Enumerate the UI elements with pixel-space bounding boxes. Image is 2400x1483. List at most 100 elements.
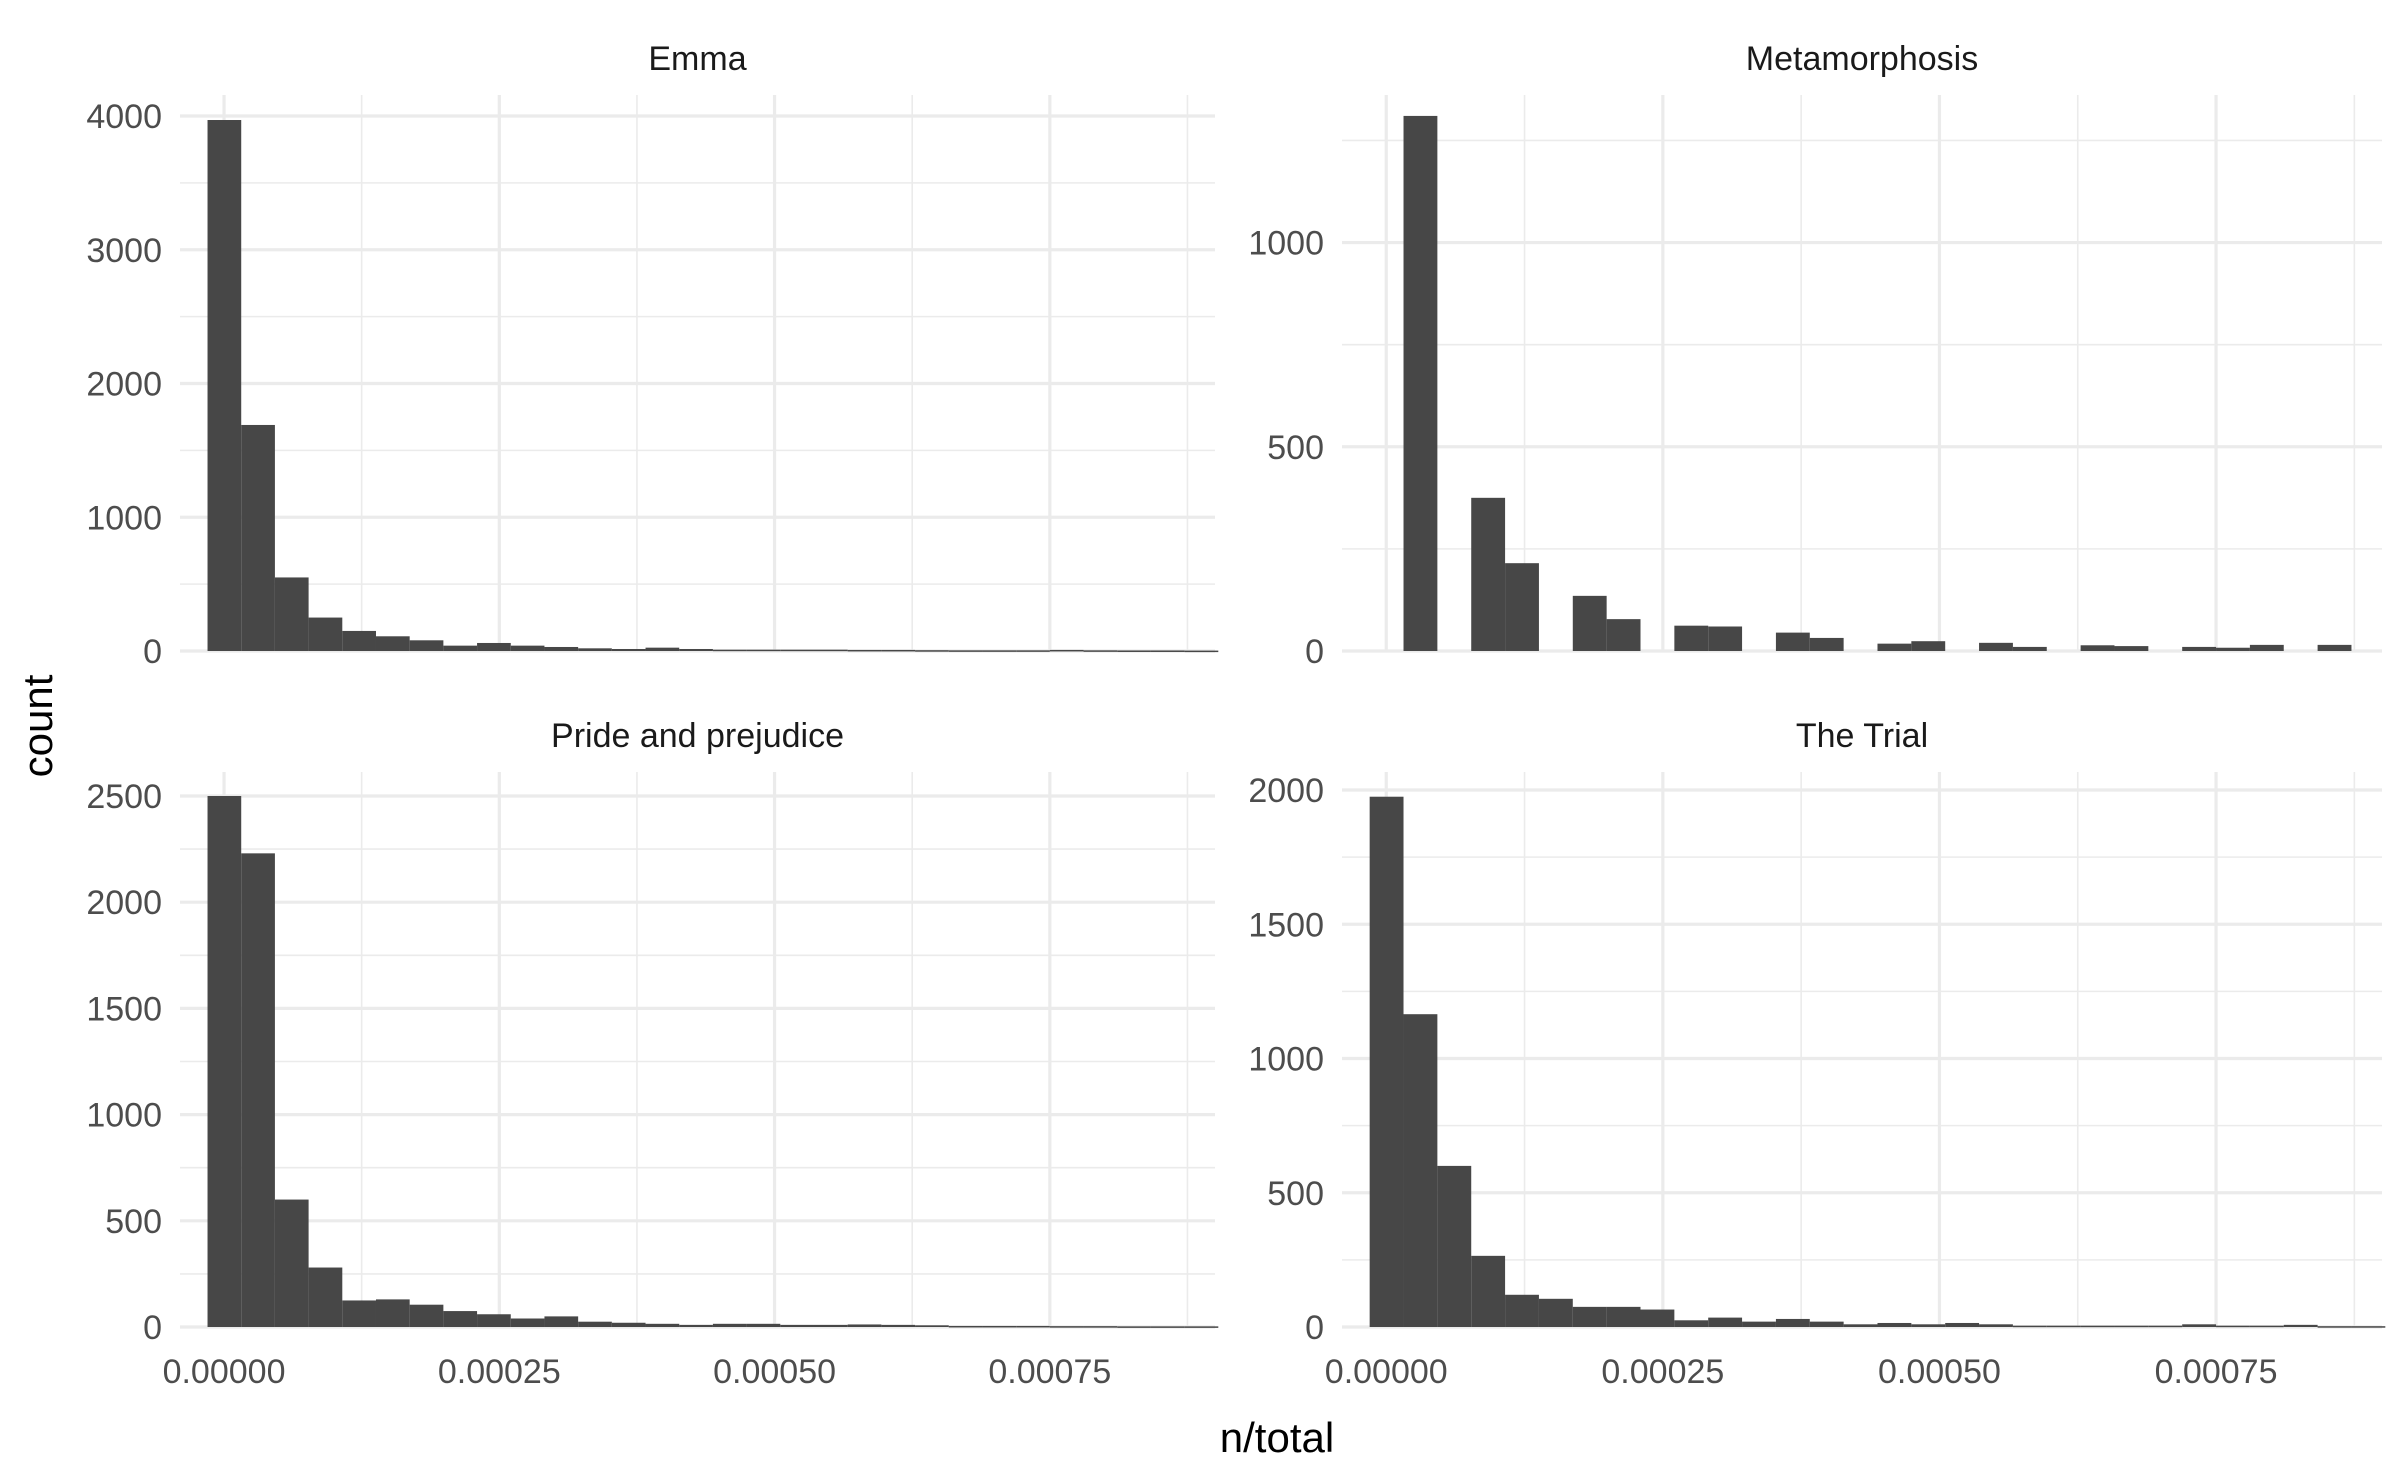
y-tick-label: 1500 [86, 990, 162, 1028]
histogram-bar [274, 1199, 309, 1327]
histogram-bar [1809, 1321, 1844, 1327]
histogram-bar [544, 646, 579, 651]
y-tick-label: 2000 [86, 366, 162, 404]
histogram-bar [847, 649, 882, 652]
histogram-bar [679, 648, 713, 651]
histogram-bar [1945, 1322, 1980, 1327]
histogram-bar [207, 120, 242, 651]
histogram-bar [611, 648, 646, 651]
histogram-bar [308, 1267, 343, 1327]
histogram-bar [780, 649, 814, 652]
histogram-bar [1911, 1324, 1946, 1327]
y-tick-label: 1000 [1248, 1041, 1324, 1079]
x-tick-label: 0.00075 [988, 1353, 1111, 1391]
histogram-bar [1640, 1309, 1675, 1327]
histogram-bar [645, 1323, 680, 1327]
histogram-bar [1049, 1326, 1084, 1328]
histogram-bar [443, 1311, 478, 1327]
histogram-bar [1572, 1306, 1607, 1327]
x-tick-label: 0.00025 [438, 1353, 561, 1391]
histogram-bar [1403, 115, 1438, 651]
histogram-bar [1708, 626, 1743, 651]
histogram-bar [915, 650, 949, 652]
histogram-bar [2182, 1324, 2217, 1327]
histogram-bar [2012, 1325, 2047, 1328]
y-tick-label: 1000 [1248, 225, 1324, 263]
y-tick-label: 2500 [86, 778, 162, 816]
y-tick-label: 0 [143, 1309, 162, 1347]
histogram-bar [1674, 1320, 1709, 1327]
y-axis-title: count [14, 674, 61, 777]
panels: 0 1000 2000 3000 4000 Emma 0 500 1000 Metamorphos… [86, 40, 2386, 1391]
histogram-bar [2148, 1325, 2183, 1328]
histogram-bar [2317, 1326, 2352, 1328]
y-tick-label: 2000 [1248, 772, 1324, 810]
histogram-bar [813, 1324, 848, 1327]
histogram-bar [1184, 1326, 1219, 1328]
histogram-bar [1606, 1306, 1641, 1327]
histogram-bar [746, 1323, 781, 1327]
histogram-bar [746, 649, 781, 652]
histogram-bar [1775, 1318, 1810, 1327]
panel-metamorphosis: 0 500 1000 Metamorphosis [1248, 40, 2382, 671]
histogram-bar [1369, 796, 1404, 1327]
histogram-bar [1979, 642, 2013, 651]
histogram-bar [2249, 644, 2284, 651]
x-tick-label: 0.00075 [2155, 1353, 2278, 1391]
histogram-bar [881, 1324, 916, 1327]
y-tick-label: 0 [1305, 633, 1324, 671]
histogram-bar [1809, 637, 1844, 651]
histogram-bar [1606, 619, 1641, 651]
histogram-bar [1083, 650, 1118, 652]
histogram-bar [1117, 650, 1151, 652]
histogram-bar [2351, 1326, 2386, 1328]
x-tick-label: 0.00050 [713, 1353, 836, 1391]
histogram-bar [1437, 1165, 1472, 1327]
histogram-bar [409, 640, 444, 651]
histogram-bar [1016, 650, 1050, 652]
y-tick-label: 3000 [86, 232, 162, 270]
histogram-bar [712, 649, 747, 652]
histogram-bar [1150, 1326, 1185, 1328]
histogram-bar [881, 649, 916, 652]
histogram-bar [1877, 643, 1912, 651]
histogram-bar [1674, 625, 1709, 651]
y-tick-label: 2000 [86, 884, 162, 922]
histogram-bar [915, 1325, 949, 1327]
histogram-bar [375, 1299, 410, 1327]
histogram-bar [2216, 1325, 2250, 1328]
x-axis-title: n/total [1220, 1414, 1334, 1461]
histogram-bar [1708, 1317, 1743, 1327]
histogram-bar [1572, 595, 1607, 651]
histogram-bar [1538, 1298, 1573, 1327]
histogram-bar [2216, 647, 2250, 651]
histogram-bar [1775, 632, 1810, 651]
histogram-bar [1117, 1326, 1151, 1328]
panel-title: The Trial [1796, 717, 1928, 755]
y-tick-label: 500 [1267, 1175, 1324, 1213]
histogram-bar [982, 650, 1017, 652]
histogram-bar [2283, 1324, 2318, 1327]
x-tick-label: 0.00050 [1878, 1353, 2001, 1391]
histogram-bar [712, 1323, 747, 1327]
x-tick-label: 0.00000 [1325, 1353, 1448, 1391]
panel-pride-and-prejudice: 0 500 1000 1500 2000 2500 0.00000 0.00025 0.0005… [86, 717, 1219, 1391]
histogram-bar [241, 853, 275, 1327]
histogram-bar [342, 630, 376, 651]
histogram-bar [813, 649, 848, 652]
histogram-bar [1403, 1014, 1438, 1327]
histogram-bar [847, 1324, 882, 1327]
histogram-bar [679, 1324, 713, 1327]
histogram-bar [1505, 1294, 1539, 1327]
y-tick-label: 1000 [86, 499, 162, 537]
histogram-bar [342, 1300, 376, 1327]
panel-title: Pride and prejudice [551, 717, 844, 755]
histogram-bar [780, 1324, 814, 1327]
histogram-bar [1049, 649, 1084, 652]
histogram-bar [1471, 1255, 1506, 1327]
y-tick-label: 500 [105, 1203, 162, 1241]
histogram-bar [1979, 1324, 2013, 1327]
histogram-bar [2249, 1325, 2284, 1328]
x-tick-label: 0.00000 [163, 1353, 286, 1391]
